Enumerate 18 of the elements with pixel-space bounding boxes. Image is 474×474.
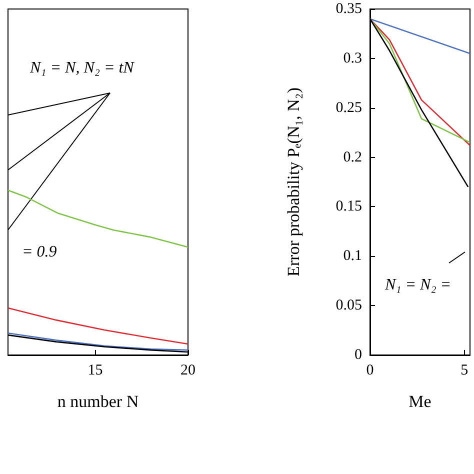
y-tick-label: 0.15 xyxy=(336,198,362,215)
annotation: N₁ = N₂ = xyxy=(384,276,452,294)
x-tick-label: 5 xyxy=(460,362,468,378)
y-axis-title: Error probability Pₑ(N₁, N₂) xyxy=(284,87,303,277)
x-axis-title: Me xyxy=(408,392,432,411)
y-tick-label: 0.35 xyxy=(336,1,362,17)
annotation: = 0.9 xyxy=(22,244,57,260)
y-tick-label: 0.25 xyxy=(336,100,362,116)
y-tick-label: 0.05 xyxy=(336,298,362,314)
text: N₁ = N, N₂ = tN xyxy=(29,60,136,76)
x-axis-title: n number N xyxy=(57,392,139,411)
y-tick-label: 0.3 xyxy=(343,50,362,66)
y-tick-label: 0 xyxy=(354,347,362,363)
x-tick-label: 15 xyxy=(88,362,103,378)
y-tick-label: 0.2 xyxy=(343,149,362,166)
y-tick-label: 0.1 xyxy=(343,248,362,264)
x-tick-label: 20 xyxy=(180,362,196,378)
x-tick-label: 0 xyxy=(366,362,374,378)
